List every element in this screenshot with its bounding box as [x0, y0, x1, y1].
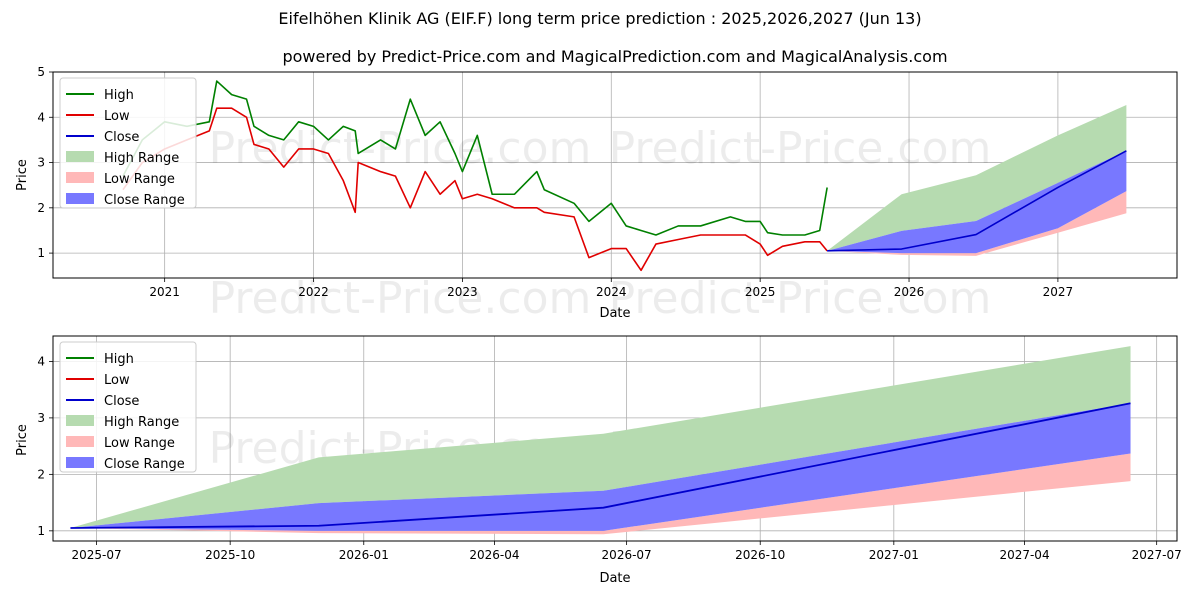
y-tick-label: 3: [37, 411, 45, 425]
x-tick-label: 2021: [149, 285, 180, 299]
legend-label: Low Range: [104, 172, 175, 187]
y-tick-label: 1: [37, 524, 45, 538]
top-xlabel: Date: [599, 306, 630, 321]
close-forecast-line: [827, 150, 1127, 252]
high-range-area: [70, 346, 1131, 529]
legend-label: Low: [104, 373, 130, 388]
x-tick-label: 2025-07: [71, 548, 121, 562]
y-tick-label: 2: [37, 467, 45, 481]
x-tick-label: 2024: [596, 285, 627, 299]
x-tick-label: 2025: [745, 285, 776, 299]
legend-label: High Range: [104, 415, 179, 430]
high-range-area: [827, 105, 1127, 251]
close-range-area: [70, 403, 1131, 531]
legend-label: Low Range: [104, 436, 175, 451]
low-range-area: [70, 453, 1131, 535]
top-ranges: [827, 105, 1127, 256]
legend-label: Close: [104, 394, 139, 409]
legend-label: High Range: [104, 151, 179, 166]
legend-label: High: [104, 352, 134, 367]
bottom-legend: High Low Close High Range Low Range Close Ran…: [59, 341, 197, 473]
top-plot-frame: [52, 71, 1178, 279]
legend-label: Close Range: [104, 193, 185, 208]
y-tick-label: 1: [37, 246, 45, 260]
bottom-xlabel: Date: [599, 571, 630, 586]
bottom-ylabel: Price: [15, 424, 30, 456]
close-forecast-line: [70, 402, 1131, 529]
bottom-panel: Predict-Price.com Predict-Price.com 2025…: [15, 335, 1182, 586]
top-legend: High Low Close High Range Low Range Close Ran…: [59, 77, 197, 209]
legend-swatch: [66, 457, 94, 468]
bottom-ticks: 2025-07 2025-10 2026-01 2026-04 2026-07 2026-…: [37, 354, 1181, 562]
legend-swatch: [66, 193, 94, 204]
chart-subtitle: powered by Predict-Price.com and Magical…: [282, 47, 947, 66]
y-tick-label: 3: [37, 156, 45, 170]
top-panel: Predict-Price.com Predict-Price.com Pred…: [15, 65, 1178, 324]
x-tick-label: 2025-10: [205, 548, 255, 562]
x-tick-label: 2026-10: [735, 548, 785, 562]
watermark: Predict-Price.com: [609, 273, 992, 324]
bottom-plot-frame: [52, 335, 1178, 542]
y-tick-label: 4: [37, 354, 45, 368]
legend-swatch: [66, 151, 94, 162]
bottom-lines: [70, 402, 1131, 529]
legend-label: Close: [104, 130, 139, 145]
top-lines: [122, 80, 1127, 272]
x-tick-label: 2026-01: [339, 548, 389, 562]
low-series-line: [122, 107, 828, 272]
close-range-area: [827, 150, 1127, 254]
x-tick-label: 2026-04: [469, 548, 519, 562]
x-tick-label: 2027-07: [1132, 548, 1182, 562]
legend-label: High: [104, 88, 134, 103]
y-tick-label: 5: [37, 65, 45, 79]
x-tick-label: 2026-07: [602, 548, 652, 562]
bottom-ranges: [70, 346, 1131, 535]
top-ticks: 2021 2022 2023 2024 2025 2026 2027 1 2 3 4 5: [37, 65, 1073, 299]
watermark: Predict-Price.com: [609, 123, 992, 174]
legend-swatch: [66, 172, 94, 183]
high-series-line: [122, 80, 828, 236]
x-tick-label: 2026: [894, 285, 925, 299]
x-tick-label: 2022: [298, 285, 329, 299]
watermark: Predict-Price.com: [209, 273, 592, 324]
legend-swatch: [66, 436, 94, 447]
x-tick-label: 2023: [447, 285, 478, 299]
legend-swatch: [66, 415, 94, 426]
legend-label: Close Range: [104, 457, 185, 472]
y-tick-label: 4: [37, 110, 45, 124]
top-watermarks: Predict-Price.com Predict-Price.com Pred…: [209, 123, 992, 324]
x-tick-label: 2027-01: [869, 548, 919, 562]
legend-label: Low: [104, 109, 130, 124]
top-ylabel: Price: [15, 159, 30, 191]
x-tick-label: 2027: [1043, 285, 1074, 299]
chart-title: Eifelhöhen Klinik AG (EIF.F) long term p…: [278, 9, 921, 28]
x-tick-label: 2027-04: [999, 548, 1049, 562]
y-tick-label: 2: [37, 201, 45, 215]
